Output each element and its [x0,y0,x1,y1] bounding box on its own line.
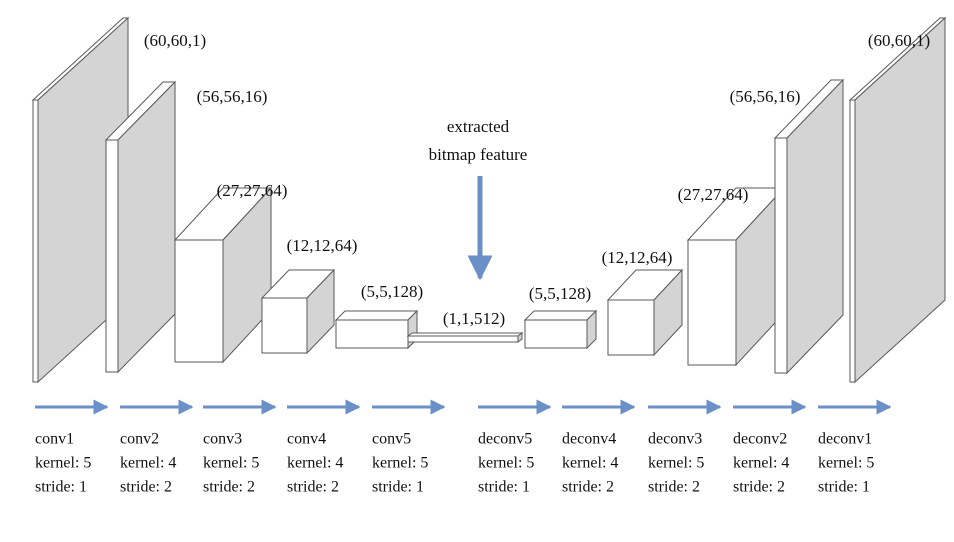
box-top [334,310,419,321]
shape-label: (60,60,1) [868,31,930,50]
layer-stride: stride: 2 [733,479,785,496]
layer-name: deconv3 [648,431,702,448]
box-front [687,239,737,366]
shape-label: (1,1,512) [443,309,505,328]
layer-stride: stride: 2 [287,479,339,496]
layer-name: deconv2 [733,431,787,448]
layer-name: conv2 [120,431,159,448]
shape-label: (60,60,1) [144,31,206,50]
layer-kernel: kernel: 4 [287,455,343,472]
layer-stride: stride: 1 [818,479,870,496]
shape-label: (56,56,16) [730,87,801,106]
box-front [174,239,224,363]
box-front [335,319,409,349]
box-front [407,335,519,343]
layer-stride: stride: 2 [120,479,172,496]
layer-kernel: kernel: 5 [648,455,704,472]
layer-kernel: kernel: 5 [35,455,91,472]
layer-name: deconv1 [818,431,872,448]
layer-name: deconv4 [562,431,616,448]
layer-stride: stride: 2 [562,479,614,496]
layer-kernel: kernel: 5 [203,455,259,472]
layer-kernel: kernel: 4 [120,455,176,472]
annotation: bitmap feature [429,145,528,164]
box-side [854,16,946,384]
box-front [774,137,788,374]
box-top [523,310,598,321]
box-front [261,297,308,354]
layer-kernel: kernel: 5 [478,455,534,472]
layer-stride: stride: 1 [372,479,424,496]
shape-label: (5,5,128) [361,282,423,301]
shape-label: (12,12,64) [287,236,358,255]
layer-name: conv1 [35,431,74,448]
layer-name: conv3 [203,431,242,448]
layer-stride: stride: 2 [648,479,700,496]
layer-stride: stride: 1 [478,479,530,496]
box-front [524,319,588,349]
box-front [849,99,856,383]
layer-kernel: kernel: 5 [818,455,874,472]
shape-label: (12,12,64) [602,248,673,267]
annotation: extracted [447,117,510,136]
shape-label: (27,27,64) [678,185,749,204]
layer-kernel: kernel: 5 [372,455,428,472]
layer-name: conv5 [372,431,411,448]
shape-label: (5,5,128) [529,284,591,303]
box-front [32,99,39,383]
box-front [105,139,119,373]
layer-kernel: kernel: 4 [733,455,789,472]
layer-kernel: kernel: 4 [562,455,618,472]
layer-stride: stride: 2 [203,479,255,496]
layer-stride: stride: 1 [35,479,87,496]
layer-name: conv4 [287,431,326,448]
box-front [607,299,655,356]
shape-label: (56,56,16) [197,87,268,106]
layer-name: deconv5 [478,431,532,448]
shape-label: (27,27,64) [217,181,288,200]
